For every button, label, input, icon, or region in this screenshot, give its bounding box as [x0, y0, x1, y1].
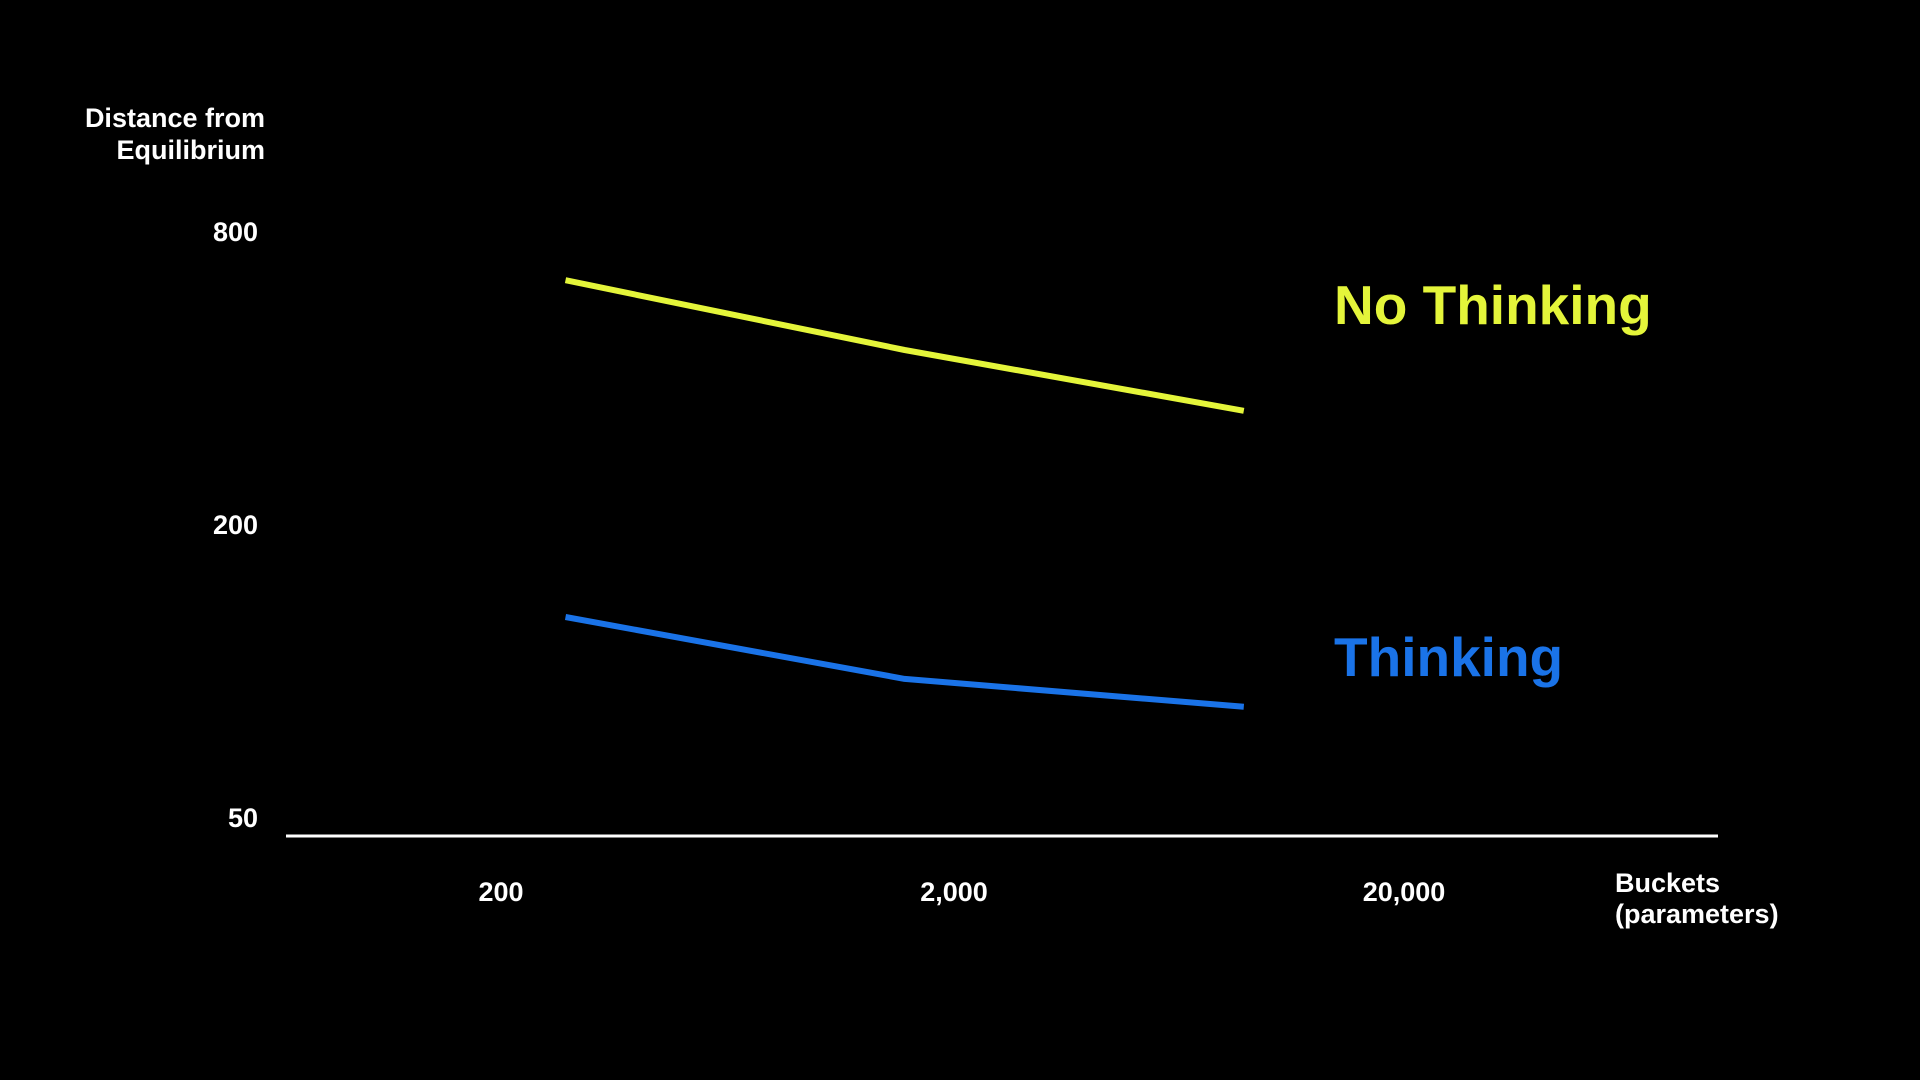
x-tick-label-20000: 20,000 [1363, 877, 1446, 907]
series-label-no-thinking: No Thinking [1334, 274, 1652, 336]
series-label-thinking: Thinking [1334, 626, 1563, 688]
y-tick-label-50: 50 [228, 803, 258, 833]
x-tick-label-200: 200 [478, 877, 523, 907]
y-tick-label-800: 800 [213, 217, 258, 247]
y-tick-label-200: 200 [213, 510, 258, 540]
x-axis-label-line-1: Buckets [1615, 868, 1720, 898]
series-line-thinking [564, 614, 1245, 710]
x-axis-label-line-2: (parameters) [1615, 899, 1779, 929]
y-axis-label-line-2: Equilibrium [117, 135, 266, 165]
y-axis-label-line-1: Distance from [85, 103, 265, 133]
x-tick-label-2000: 2,000 [920, 877, 988, 907]
series-line-no-thinking [564, 277, 1245, 414]
